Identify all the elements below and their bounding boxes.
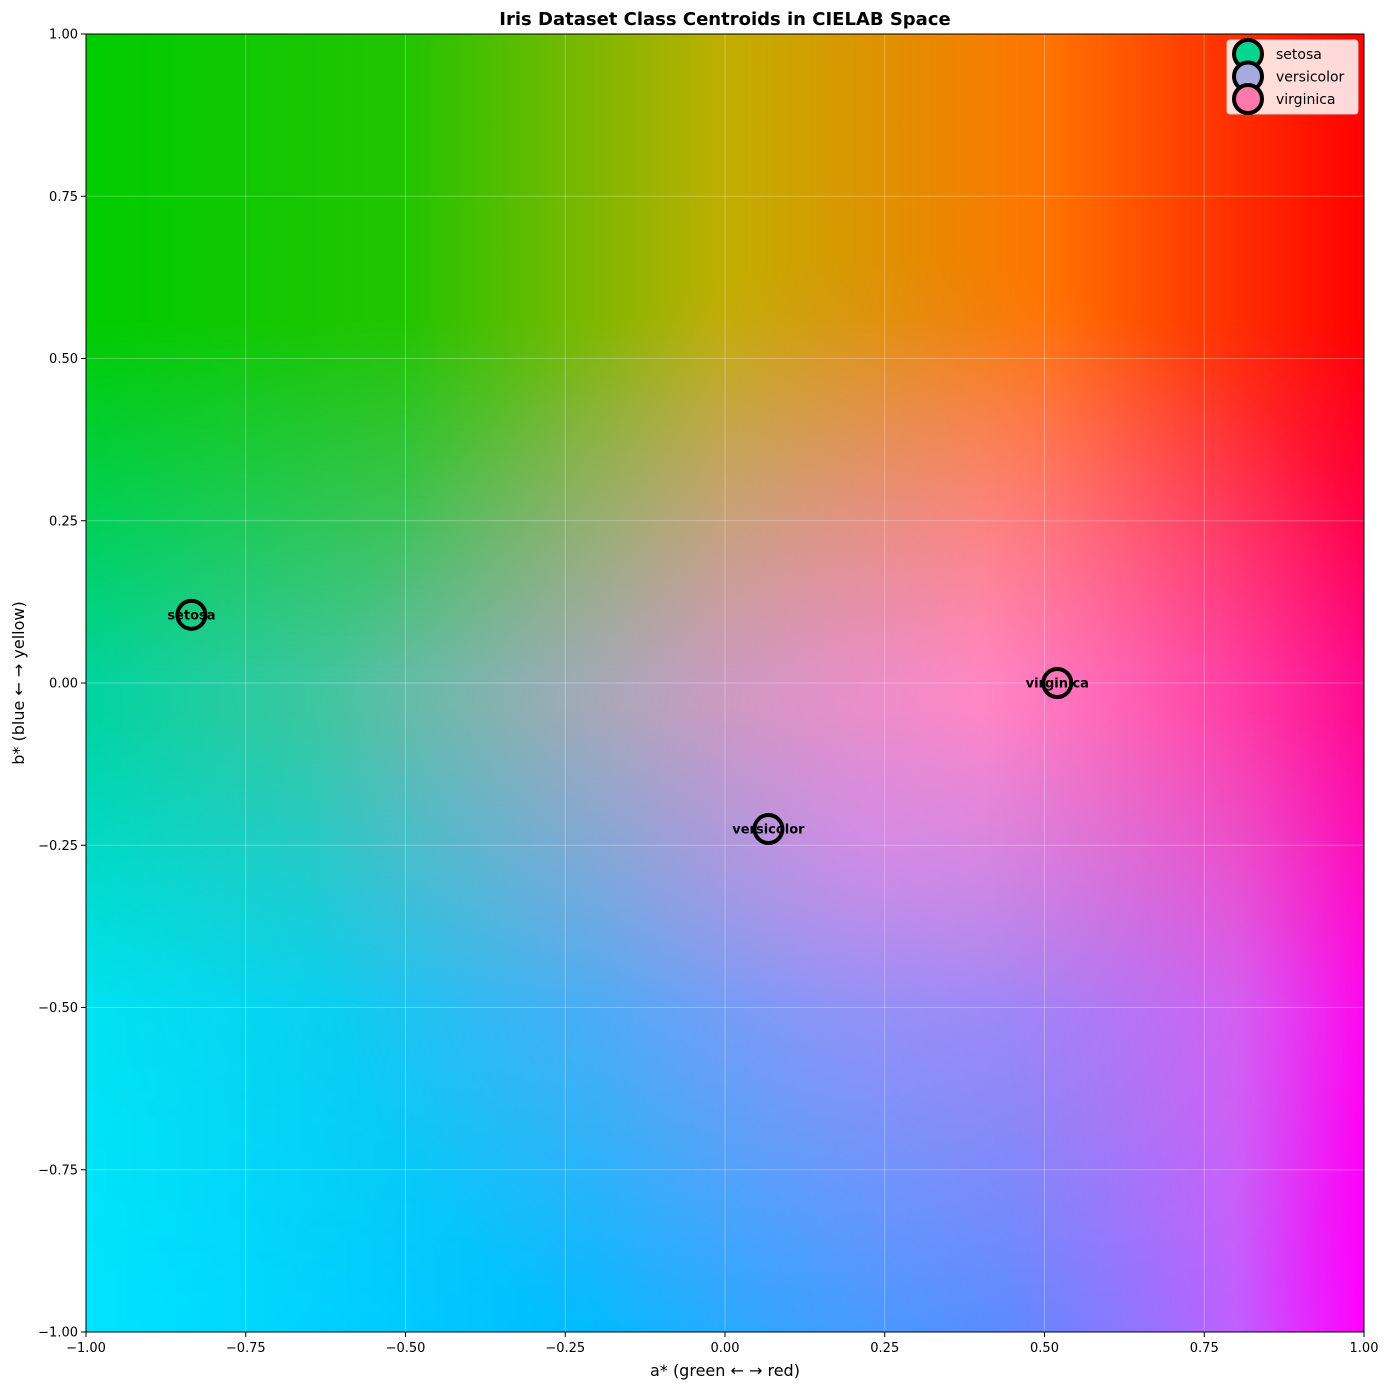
y-tick-label: 1.00	[49, 28, 78, 43]
x-tick-label: 0.50	[1030, 1341, 1059, 1356]
y-axis-label: b* (blue ← → yellow)	[9, 601, 28, 764]
centroid-marker-setosa	[175, 598, 208, 631]
centroid-label-virginica: virginica	[1026, 677, 1089, 692]
legend-label-virginica: virginica	[1276, 92, 1336, 108]
x-tick-label: −0.25	[545, 1341, 585, 1356]
centroid-marker-virginica	[1041, 667, 1074, 699]
y-tick-label: −1.00	[38, 1326, 78, 1341]
legend-label-setosa: setosa	[1276, 47, 1322, 63]
legend-label-versicolor: versicolor	[1276, 70, 1345, 86]
y-tick-label: 0.50	[49, 352, 78, 367]
centroid-marker-versicolor	[752, 813, 785, 846]
centroid-label-setosa: setosa	[167, 608, 215, 623]
x-axis-label: a* (green ← → red)	[650, 1361, 800, 1380]
x-tick-label: −0.75	[226, 1341, 266, 1356]
legend-marker-virginica	[1232, 83, 1264, 115]
x-tick-label: 0.00	[711, 1341, 740, 1356]
y-tick-label: −0.50	[38, 1001, 78, 1016]
color-plane-glow	[86, 34, 1364, 1332]
centroid-label-versicolor: versicolor	[732, 823, 805, 838]
legend: setosa versicolor virginica	[1226, 38, 1359, 115]
x-axis-ticks: −1.00 −0.75 −0.50 −0.25 0.00 0.25 0.50 0.75 1.00	[66, 1332, 1378, 1356]
x-tick-label: −1.00	[66, 1341, 106, 1356]
x-tick-label: 0.75	[1190, 1341, 1219, 1356]
y-tick-label: −0.25	[38, 839, 78, 854]
y-tick-label: 0.75	[49, 190, 78, 205]
chart-title: Iris Dataset Class Centroids in CIELAB S…	[499, 9, 950, 30]
y-tick-label: 0.25	[49, 514, 78, 529]
x-tick-label: 0.25	[870, 1341, 899, 1356]
y-tick-label: −0.75	[38, 1163, 78, 1178]
data-points: setosa versicolor virginica	[167, 598, 1089, 846]
y-tick-label: 0.00	[49, 677, 78, 692]
x-tick-label: −0.50	[386, 1341, 426, 1356]
x-tick-label: 1.00	[1350, 1341, 1379, 1356]
plot-area: setosa versicolor virginica	[86, 34, 1364, 1332]
y-axis-ticks: −1.00 −0.75 −0.50 −0.25 0.00 0.25 0.50 0.75 1.00	[38, 28, 86, 1341]
